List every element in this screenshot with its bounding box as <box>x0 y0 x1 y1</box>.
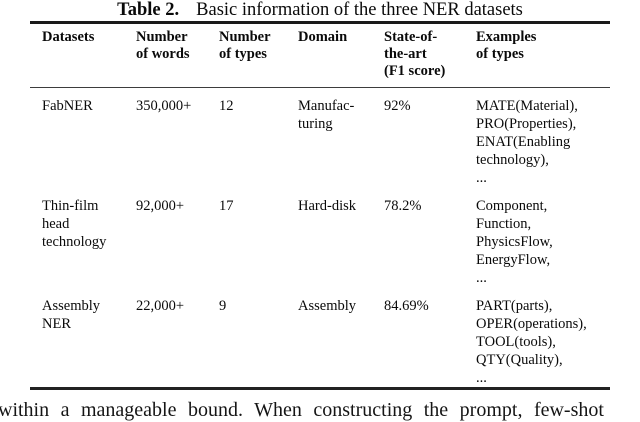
cell-word-count: 22,000+ <box>136 298 185 315</box>
cell-f1-score: 78.2% <box>384 198 422 215</box>
column-header-domain: Domain <box>298 28 348 45</box>
cell-example-types: MATE(Material), PRO(Properties), ENAT(En… <box>476 98 578 187</box>
table-top-rule <box>30 21 610 24</box>
table-caption-label: Table 2. <box>117 0 180 20</box>
cell-example-types: PART(parts), OPER(operations), TOOL(tool… <box>476 298 587 387</box>
cell-dataset-name: FabNER <box>42 98 93 115</box>
table-bottom-rule <box>30 387 610 390</box>
cell-domain: Assembly <box>298 298 356 315</box>
column-header-number-of-types: Number of types <box>219 28 271 62</box>
cell-dataset-name: Thin-film head technology <box>42 198 107 251</box>
cell-f1-score: 92% <box>384 98 411 115</box>
cell-word-count: 350,000+ <box>136 98 192 115</box>
cell-domain: Manufac- turing <box>298 98 355 133</box>
cell-domain: Hard-disk <box>298 198 356 215</box>
table-body: FabNER 350,000+ 12 Manufac- turing 92% M… <box>30 88 610 387</box>
table-row-thin-film: Thin-film head technology 92,000+ 17 Har… <box>30 197 610 287</box>
table-caption: Table 2. Basic information of the three N… <box>0 0 640 21</box>
table-row-assembly-ner: Assembly NER 22,000+ 9 Assembly 84.69% P… <box>30 297 610 387</box>
column-header-number-of-words: Number of words <box>136 28 190 62</box>
cell-example-types: Component, Function, PhysicsFlow, Energy… <box>476 198 553 287</box>
column-header-datasets: Datasets <box>42 28 95 45</box>
table-header-rule <box>30 86 610 89</box>
cell-type-count: 9 <box>219 298 227 315</box>
column-header-state-of-the-art: State-of- the-art (F1 score) <box>384 28 446 79</box>
table-caption-text: Basic information of the three NER datas… <box>196 0 523 20</box>
column-header-examples-of-types: Examples of types <box>476 28 537 62</box>
body-paragraph-fragment: within a manageable bound. When construc… <box>0 399 604 421</box>
table-row-fabner: FabNER 350,000+ 12 Manufac- turing 92% M… <box>30 97 610 187</box>
table-header-row: Datasets Number of words Number of types… <box>30 24 610 87</box>
cell-type-count: 12 <box>219 98 234 115</box>
cell-type-count: 17 <box>219 198 234 215</box>
cell-word-count: 92,000+ <box>136 198 185 215</box>
ner-datasets-table: Datasets Number of words Number of types… <box>30 21 610 390</box>
cell-f1-score: 84.69% <box>384 298 429 315</box>
cell-dataset-name: Assembly NER <box>42 298 100 333</box>
